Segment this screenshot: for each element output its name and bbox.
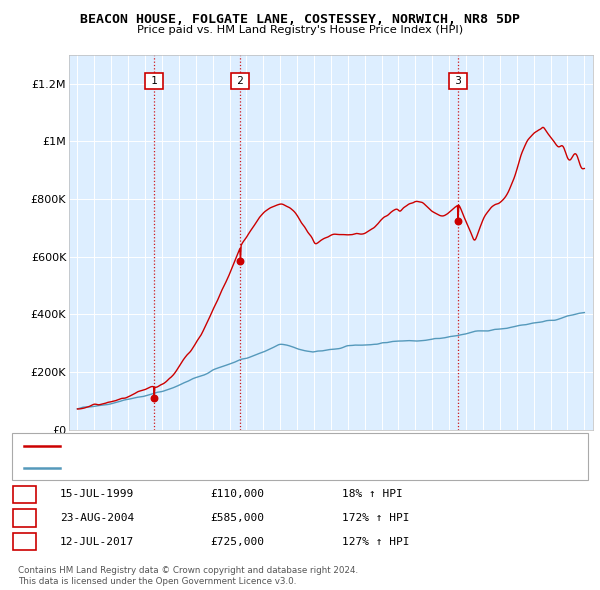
Point (454, 216, 463, 225)
Text: This data is licensed under the Open Government Licence v3.0.: This data is licensed under the Open Gov… (18, 577, 296, 586)
Text: HPI: Average price, detached house, South Norfolk: HPI: Average price, detached house, Sout… (69, 463, 316, 473)
Text: BEACON HOUSE, FOLGATE LANE, COSTESSEY, NORWICH, NR8 5DP: BEACON HOUSE, FOLGATE LANE, COSTESSEY, N… (80, 13, 520, 26)
Text: 2: 2 (234, 76, 247, 86)
Text: 23-AUG-2004: 23-AUG-2004 (60, 513, 134, 523)
Text: 15-JUL-1999: 15-JUL-1999 (60, 490, 134, 499)
Text: 3: 3 (452, 76, 464, 86)
Text: 1: 1 (21, 490, 28, 499)
Text: Price paid vs. HM Land Registry's House Price Index (HPI): Price paid vs. HM Land Registry's House … (137, 25, 463, 35)
Text: 1: 1 (148, 76, 161, 86)
Text: £725,000: £725,000 (210, 537, 264, 546)
Text: £585,000: £585,000 (210, 513, 264, 523)
Text: Contains HM Land Registry data © Crown copyright and database right 2024.: Contains HM Land Registry data © Crown c… (18, 566, 358, 575)
Point (149, 393, 159, 402)
Text: BEACON HOUSE, FOLGATE LANE, COSTESSEY, NORWICH, NR8 5DP (detached house): BEACON HOUSE, FOLGATE LANE, COSTESSEY, N… (69, 441, 483, 451)
Text: 2: 2 (21, 513, 28, 523)
Text: 18% ↑ HPI: 18% ↑ HPI (342, 490, 403, 499)
Text: 12-JUL-2017: 12-JUL-2017 (60, 537, 134, 546)
Text: 3: 3 (21, 537, 28, 546)
Text: £110,000: £110,000 (210, 490, 264, 499)
Text: 127% ↑ HPI: 127% ↑ HPI (342, 537, 409, 546)
Point (236, 256, 245, 266)
Text: 172% ↑ HPI: 172% ↑ HPI (342, 513, 409, 523)
